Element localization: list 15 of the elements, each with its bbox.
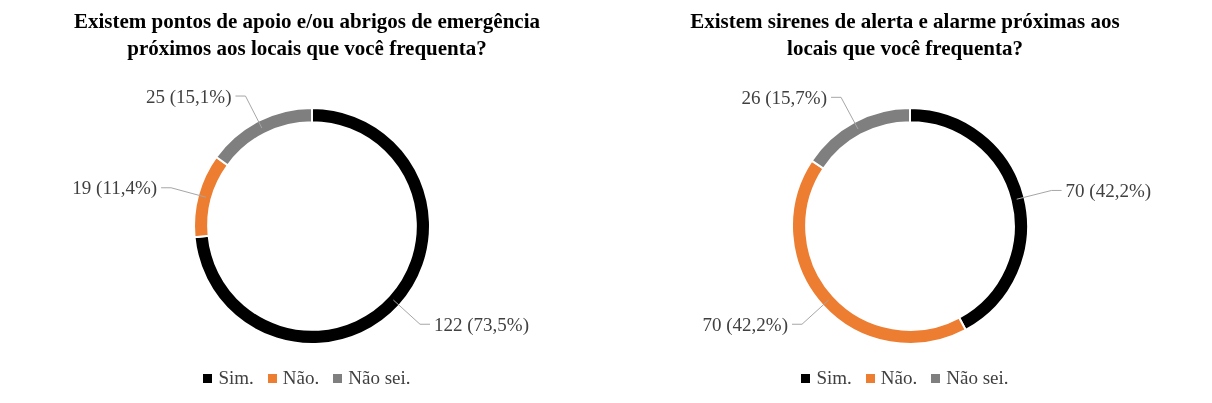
data-label: 25 (15,1%) bbox=[145, 85, 232, 108]
legend-label: Não sei. bbox=[946, 367, 1009, 389]
data-label: 70 (42,2%) bbox=[1065, 180, 1152, 203]
chart-title: Existem pontos de apoio e/ou abrigos de emergência próximos aos locais que você frequenta? bbox=[72, 8, 542, 62]
data-label: 70 (42,2%) bbox=[702, 313, 788, 336]
legend-label: Sim. bbox=[816, 367, 852, 389]
legend-label: Não sei. bbox=[348, 367, 411, 389]
legend-label: Não. bbox=[282, 367, 320, 389]
data-label: 19 (11,4%) bbox=[72, 177, 158, 200]
legend-label: Não. bbox=[880, 367, 918, 389]
data-label: 26 (15,7%) bbox=[741, 86, 828, 109]
legend-label: Sim. bbox=[218, 367, 254, 389]
data-label: 122 (73,5%) bbox=[434, 313, 529, 336]
donut-slice bbox=[193, 107, 431, 345]
chart-title: Existem sirenes de alerta e alarme próximas aos locais que você frequenta? bbox=[689, 8, 1121, 62]
